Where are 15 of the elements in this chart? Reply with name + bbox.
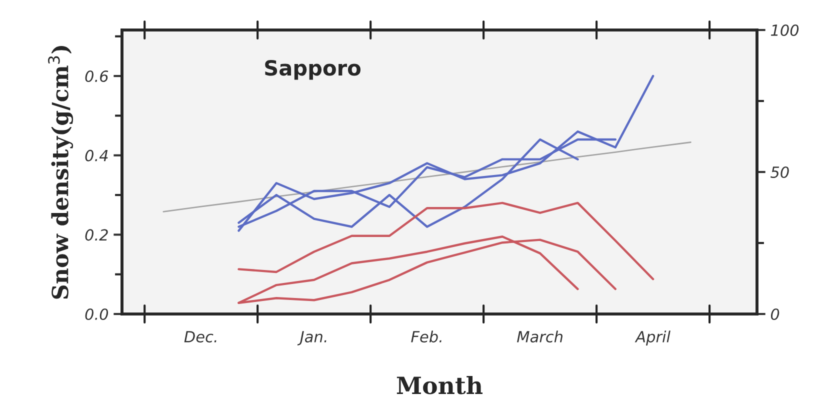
y2-tick-label: 0 bbox=[770, 308, 780, 320]
x-tick-label: Jan. bbox=[297, 331, 326, 346]
y-tick-label: 0.0 bbox=[85, 308, 108, 320]
y-tick-label: 0.6 bbox=[85, 70, 108, 82]
x-axis-title: Month bbox=[396, 376, 483, 394]
text: Sapporo bbox=[265, 60, 360, 80]
x-tick-label: Dec. bbox=[184, 331, 216, 342]
y-tick-label: 0.2 bbox=[85, 229, 108, 241]
y2-tick-label: 100 bbox=[770, 24, 799, 36]
x-tick-label: April bbox=[634, 330, 670, 346]
y-axis-title: Snow density(g/cm$^{3}$) bbox=[48, 46, 74, 299]
x-tick-label: Feb. bbox=[411, 330, 442, 342]
x-tick-label: March bbox=[517, 330, 562, 342]
y-tick-label: 0.4 bbox=[85, 150, 108, 162]
y2-tick-label: 50 bbox=[770, 166, 789, 178]
